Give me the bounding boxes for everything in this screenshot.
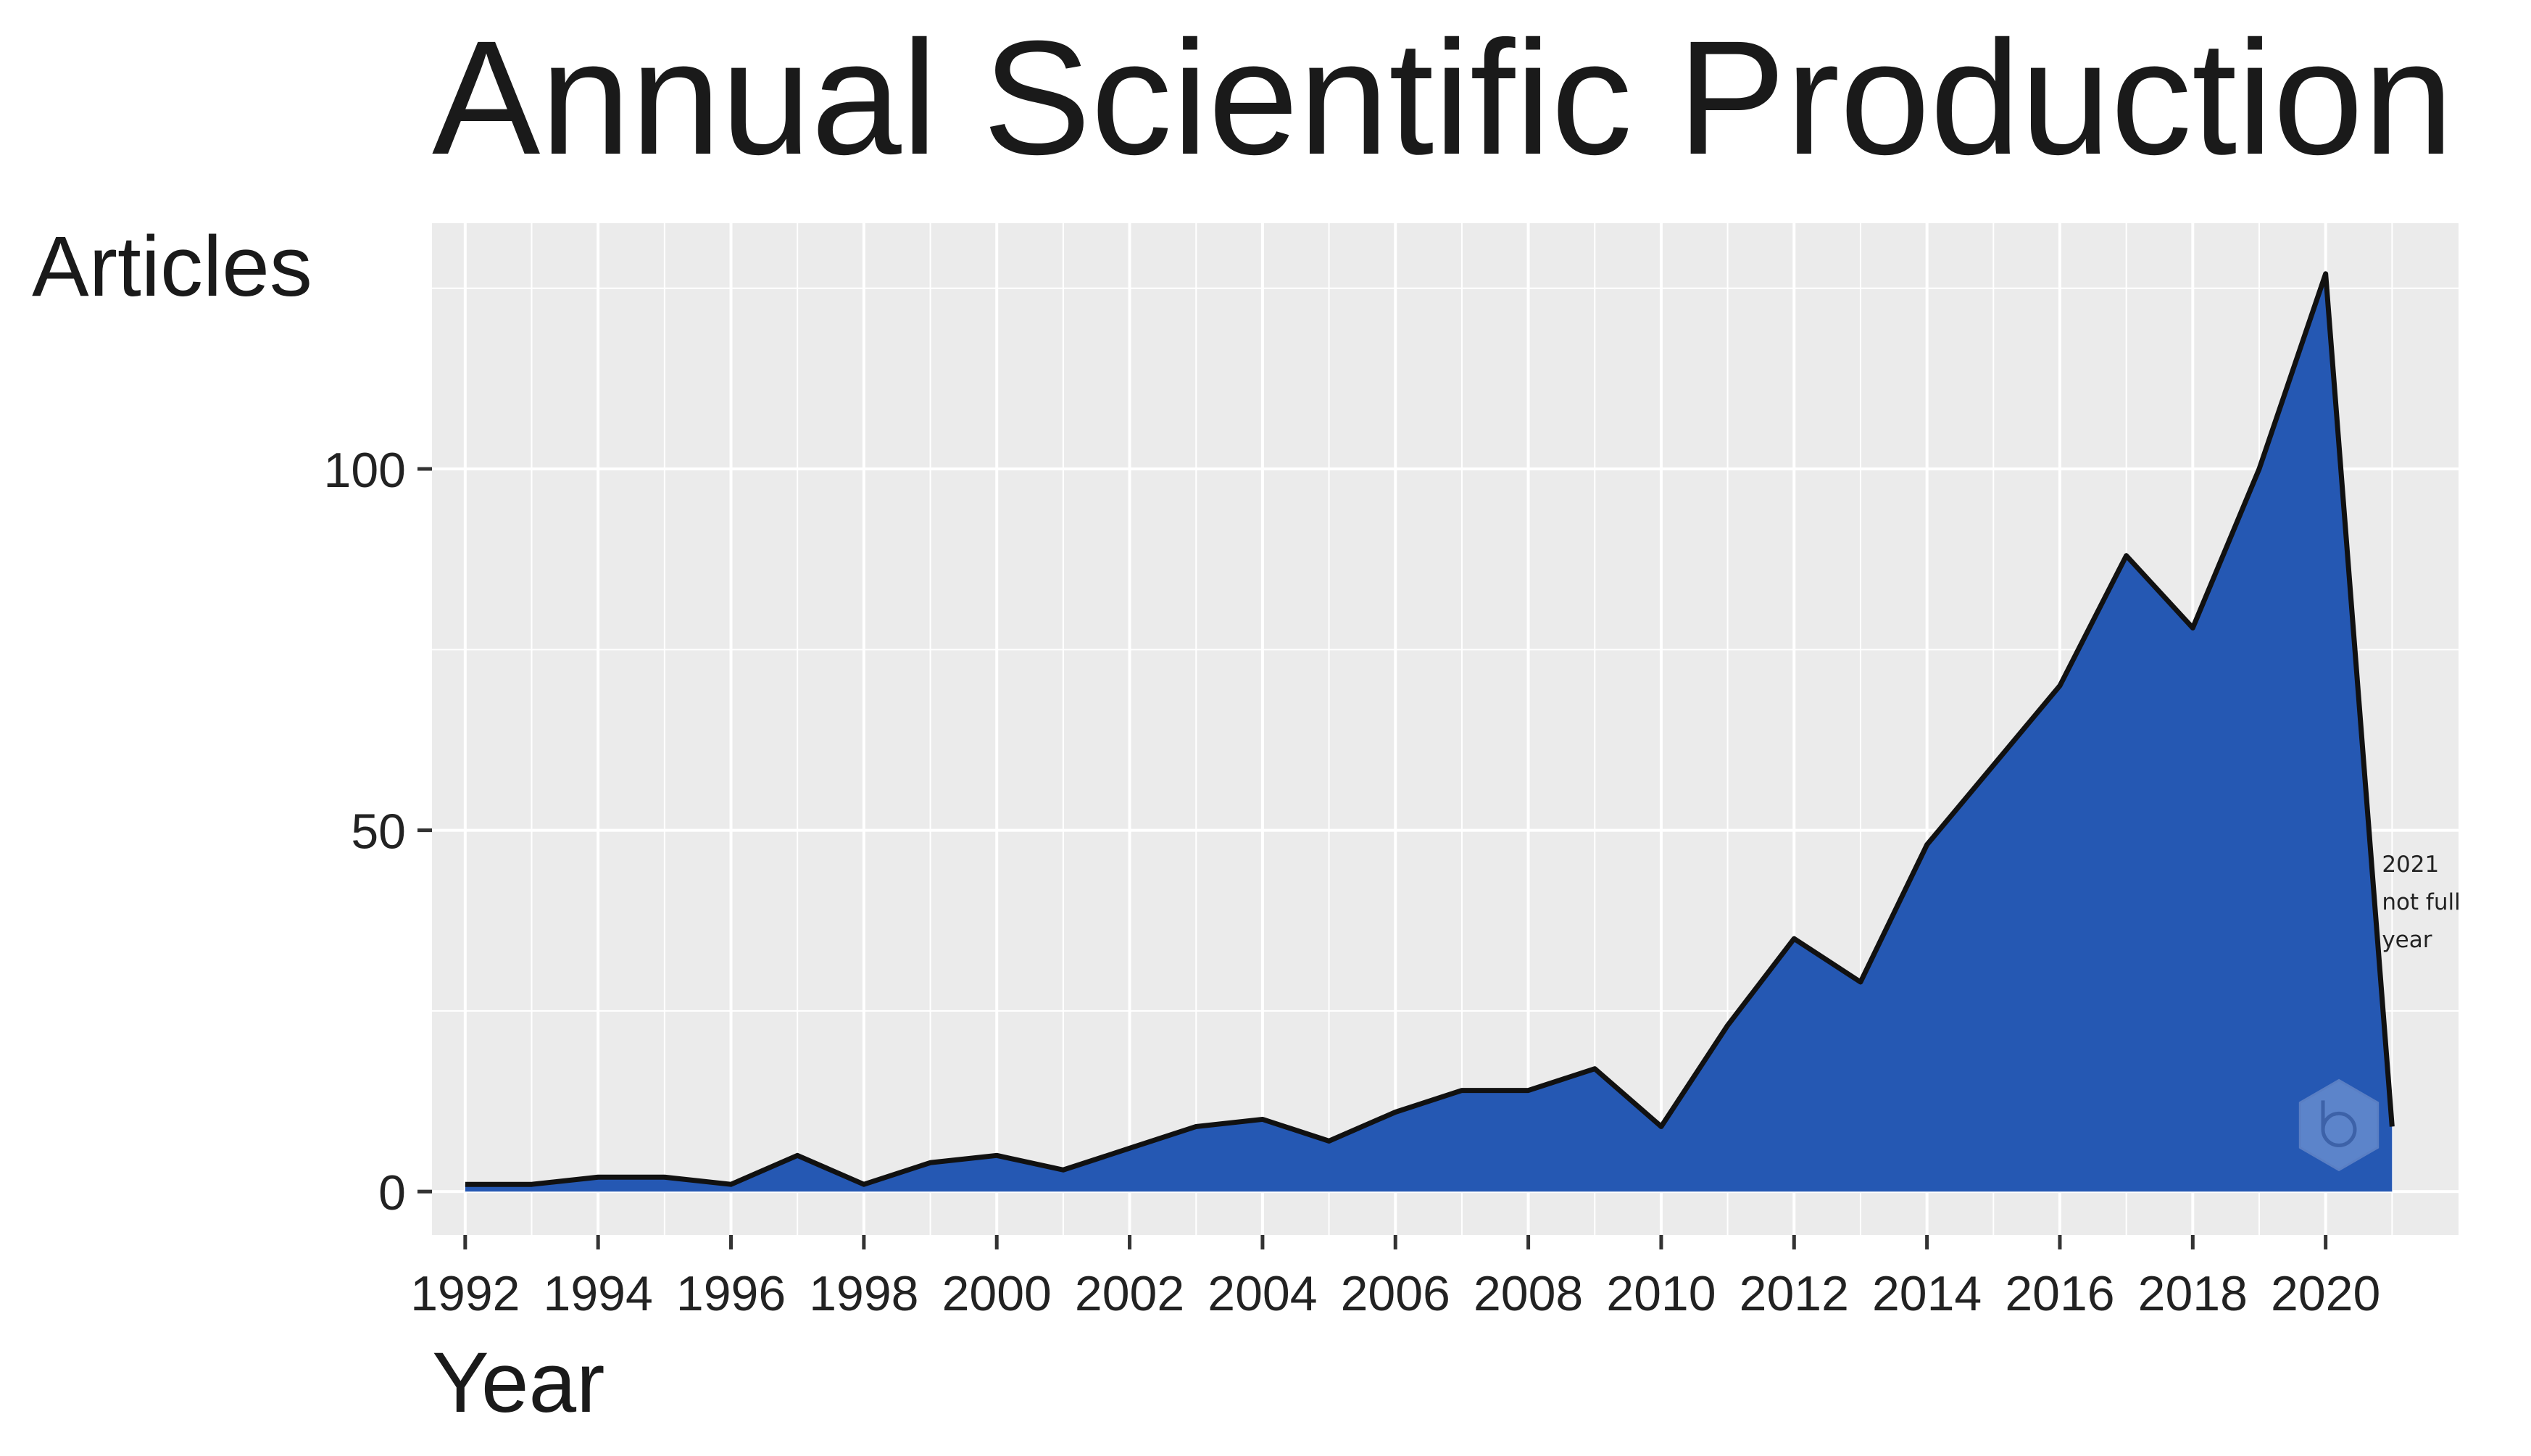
chart-title: Annual Scientific Production bbox=[432, 7, 2453, 188]
data-point-2010 bbox=[1659, 1124, 1663, 1128]
y-tick-label: 50 bbox=[351, 804, 406, 860]
x-tick-label: 2016 bbox=[2005, 1266, 2114, 1321]
data-point-1994 bbox=[596, 1175, 600, 1179]
x-tick-label: 2018 bbox=[2138, 1266, 2248, 1321]
x-tick-label: 2002 bbox=[1075, 1266, 1184, 1321]
data-point-2000 bbox=[994, 1153, 999, 1157]
y-axis-title: Articles bbox=[32, 219, 312, 315]
not-full-year-annotation: 2021 not full year bbox=[2382, 852, 2460, 953]
logo-hexagon bbox=[2298, 1078, 2380, 1172]
x-tick-label: 2004 bbox=[1208, 1266, 1317, 1321]
data-point-2015 bbox=[1991, 763, 1995, 767]
data-point-2004 bbox=[1260, 1117, 1265, 1121]
data-point-2016 bbox=[2058, 683, 2062, 688]
data-point-2021 bbox=[2390, 1124, 2394, 1128]
x-tick-label: 1998 bbox=[809, 1266, 918, 1321]
x-axis-ticks: 1992 1994 1996 1998 2000 2002 2004 2006 2008 2010… bbox=[410, 1235, 2380, 1321]
x-tick-label: 2006 bbox=[1341, 1266, 1450, 1321]
data-point-1999 bbox=[928, 1160, 933, 1165]
series-outline bbox=[465, 271, 2395, 1187]
data-point-2006 bbox=[1393, 1110, 1397, 1114]
annotation-line: 2021 bbox=[2382, 852, 2439, 878]
annotation-line: year bbox=[2382, 927, 2432, 953]
annotation-line: not full bbox=[2382, 889, 2460, 915]
data-point-1998 bbox=[862, 1182, 866, 1186]
data-point-1997 bbox=[795, 1153, 799, 1157]
data-point-2018 bbox=[2190, 625, 2195, 630]
data-point-1995 bbox=[662, 1175, 667, 1179]
area-series bbox=[465, 273, 2393, 1192]
data-point-2009 bbox=[1592, 1067, 1597, 1071]
data-point-2007 bbox=[1460, 1089, 1464, 1093]
data-point-2001 bbox=[1061, 1168, 1065, 1172]
x-tick-label: 1994 bbox=[544, 1266, 653, 1321]
data-point-2005 bbox=[1327, 1139, 1331, 1143]
x-axis-title: Year bbox=[432, 1335, 604, 1431]
x-tick-label: 1992 bbox=[410, 1266, 520, 1321]
x-tick-label: 1996 bbox=[676, 1266, 786, 1321]
x-tick-label: 2020 bbox=[2271, 1266, 2380, 1321]
y-axis-ticks: 0 50 100 bbox=[324, 443, 432, 1220]
data-point-2011 bbox=[1726, 1023, 1730, 1028]
data-point-2002 bbox=[1128, 1146, 1132, 1150]
data-point-2012 bbox=[1792, 936, 1796, 941]
x-tick-label: 2012 bbox=[1740, 1266, 1849, 1321]
data-point-2019 bbox=[2257, 467, 2261, 471]
data-point-1992 bbox=[463, 1182, 467, 1186]
data-point-2017 bbox=[2124, 554, 2129, 558]
x-tick-label: 2014 bbox=[1872, 1266, 1982, 1321]
x-tick-label: 2008 bbox=[1474, 1266, 1583, 1321]
y-tick-label: 100 bbox=[324, 443, 406, 498]
data-point-2008 bbox=[1526, 1089, 1531, 1093]
y-tick-label: 0 bbox=[378, 1165, 406, 1220]
data-point-2020 bbox=[2324, 272, 2328, 276]
data-point-1993 bbox=[530, 1182, 534, 1186]
data-point-2013 bbox=[1858, 980, 1863, 984]
data-point-1996 bbox=[729, 1182, 733, 1186]
data-point-2003 bbox=[1194, 1124, 1198, 1128]
bibliometrix-logo-icon bbox=[2298, 1078, 2380, 1172]
x-tick-label: 2010 bbox=[1606, 1266, 1716, 1321]
x-tick-label: 2000 bbox=[942, 1266, 1052, 1321]
data-point-2014 bbox=[1925, 843, 1929, 847]
